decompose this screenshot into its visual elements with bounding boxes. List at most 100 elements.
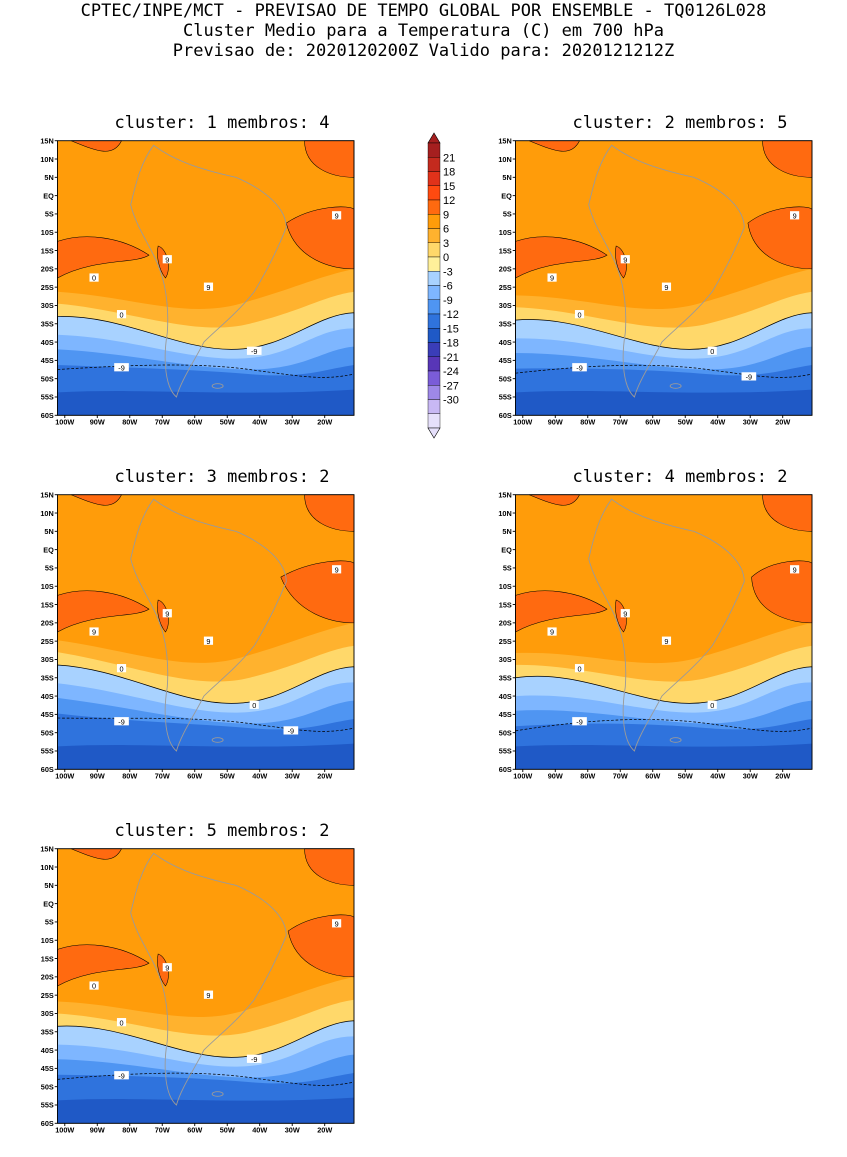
lat-label: 15S [41,954,54,963]
falklands-outline [211,1091,224,1097]
colorbar-segment [427,142,441,158]
panel-5-title: cluster: 5 membros: 2 [114,821,330,841]
panel-2-title: cluster: 2 membros: 5 [572,113,788,133]
lat-label: 35S [41,1028,54,1037]
contour-minus9 [57,1072,355,1086]
colorbar-segment [427,356,441,372]
lat-label: 15N [40,136,53,145]
contour-label-box [574,664,585,673]
contour-label-box [332,919,342,928]
colorbar-label: -6 [443,281,453,293]
colorbar-label: -3 [443,266,453,278]
contour-label: -9 [118,717,125,726]
colorbar-segment [427,342,441,357]
south-america-outline [588,144,745,398]
contour-label-box [547,273,557,282]
contour-label-box [114,717,129,726]
lon-label: 100W [55,771,74,780]
contour-label: 0 [119,664,123,673]
warm-patch-9 [57,590,150,633]
lon-label: 60W [187,771,202,780]
colorbar-segment [427,214,441,229]
contour-label: 9 [664,637,668,646]
lat-label: EQ [43,191,54,200]
lon-label: 70W [155,417,170,426]
lat-label: 10S [41,228,54,237]
map-panel-2: 15N 10N 5N EQ 5S 10S 15S 20S 25S 30S 35S 40S 45S 50S 5… [498,136,813,426]
lon-label: 100W [55,1125,74,1134]
warm-patch-9 [57,944,150,987]
lat-label: 35S [499,674,512,683]
lat-label: 60S [499,411,512,420]
contour-label-box [116,664,127,673]
lat-label: 60S [41,765,54,774]
contour-minus9 [57,717,355,732]
lon-label: 70W [613,417,628,426]
colorbar-label: -21 [443,352,459,364]
colorbar-segment [427,171,441,186]
contour-label: 9 [165,255,169,264]
contour-label: -9 [118,363,125,372]
contour-label-box [332,211,342,220]
colorbar-label: 0 [443,252,449,264]
lat-label: 55S [41,1101,54,1110]
lon-label: 80W [122,771,137,780]
colorbar-segment [427,370,441,386]
map-panel-4: 15N 10N 5N EQ 5S 10S 15S 20S 25S 30S 35S 40S 45S 50S 5… [498,490,813,780]
band-minus12 [57,743,354,770]
colorbar: 21 18 15 12 9 6 3 0 -3 -6 -9 -12 -15 -18 -21 -24 -27 -30 [427,132,459,439]
lat-label: 35S [41,674,54,683]
colorbar-segment [427,299,441,315]
contour-label-box [162,963,172,972]
falklands-outline [211,737,224,743]
contour-label: 9 [793,566,797,575]
contour-label-box [707,700,717,709]
lon-label: 30W [285,417,300,426]
contour-label-box [790,565,800,574]
lat-label: 10S [41,582,54,591]
map-frame [515,494,813,770]
contour-label: 9 [550,628,554,637]
lat-label: 60S [41,1119,54,1128]
lat-label: 10S [499,228,512,237]
colorbar-bottom-arrow [427,427,441,439]
lon-label: 20W [775,417,790,426]
lat-label: 10N [498,509,511,518]
warm-patch-9 [515,590,608,633]
south-america-outline [588,498,745,752]
lat-label: 40S [499,692,512,701]
lat-label: 50S [499,374,512,383]
colorbar-segment [427,271,441,286]
lat-label: 55S [41,393,54,402]
contour-label: 9 [623,255,627,264]
contour-label-box [249,700,259,709]
colorbar-label: -18 [443,338,459,350]
contour-minus9 [515,364,813,378]
contour-label: -9 [288,727,295,736]
colorbar-label: -27 [443,380,459,392]
panel-1-title: cluster: 1 membros: 4 [114,113,330,133]
contour-label: 9 [206,991,210,1000]
contour-label-box [89,273,99,282]
contour-label: 9 [335,212,339,221]
lat-label: 45S [41,710,54,719]
lon-label: 20W [317,1125,332,1134]
lat-label: 20S [41,619,54,628]
contour-label: 9 [550,274,554,283]
lon-label: 100W [513,417,532,426]
lat-label: 15N [498,490,511,499]
contour-label-box [620,255,630,264]
colorbar-label: -9 [443,295,453,307]
band-minus12 [57,1097,354,1124]
lat-label: 25S [499,637,512,646]
lat-label: 15N [40,844,53,853]
lat-label: EQ [501,191,512,200]
falklands-outline [211,383,224,389]
contour-label: 0 [252,701,256,710]
map-panel-5: 15N 10N 5N EQ 5S 10S 15S 20S 25S 30S 35S 40S 45S 50S 5… [40,844,355,1134]
map-panel-1: 15N 10N 5N EQ 5S 10S 15S 20S 25S 30S 35S 40S 45S 50S 5… [40,136,355,426]
lat-label: 30S [499,301,512,310]
lat-label: 40S [499,338,512,347]
lon-label: 70W [613,771,628,780]
lat-label: 10N [498,155,511,164]
